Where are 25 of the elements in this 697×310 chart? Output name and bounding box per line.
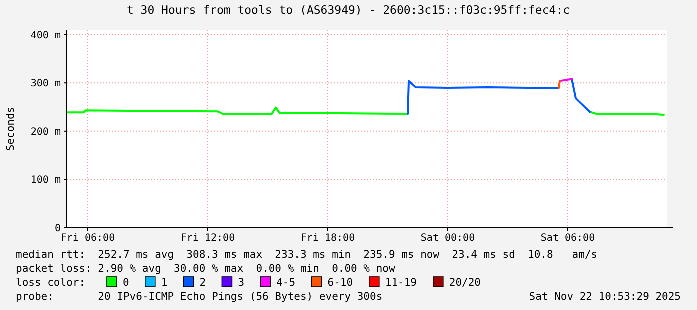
- x-tick-label: Fri 06:00: [60, 233, 116, 244]
- y-tick-label: 400 m: [30, 30, 61, 42]
- text: packet loss: 2.90 % avg 30.00 % max 0.00 % min 0.00 % now: [16, 263, 396, 275]
- y-tick-label: 100 m: [30, 175, 61, 186]
- legend-label: 20/20: [449, 277, 482, 289]
- legend-label: 11-19: [385, 277, 418, 289]
- text: probe: 20 IPv6-ICMP Echo Pings (56 Bytes) every 300s: [16, 291, 383, 303]
- y-axis-title: Seconds: [5, 106, 17, 152]
- y-tick-label: 0: [54, 224, 61, 234]
- text: Sat Nov 22 10:53:29 2025: [529, 291, 681, 303]
- legend-title: loss color:: [16, 277, 86, 289]
- legend-label: 1: [161, 277, 168, 289]
- x-tick-label: Fri 12:00: [180, 233, 236, 244]
- legend-label: 2: [200, 277, 206, 289]
- x-tick-label: Fri 18:00: [300, 233, 356, 244]
- x-tick-label: Sat 00:00: [420, 233, 476, 244]
- chart-title: t 30 Hours from tools to (AS63949) - 2600:3c15::f03c:95ff:fec4:c: [126, 3, 570, 17]
- legend-label: 0: [123, 277, 130, 289]
- legend-label: 6-10: [328, 277, 354, 289]
- y-tick-label: 300 m: [30, 78, 61, 90]
- y-tick-label: 200 m: [30, 126, 61, 138]
- legend-label: 3: [238, 277, 245, 289]
- legend-label: 4-5: [276, 277, 296, 289]
- text: median rtt: 252.7 ms avg 308.3 ms max 233.3 ms min 235.9 ms now 23.4 ms sd 10.8 am/s: [16, 249, 598, 261]
- x-tick-label: Sat 06:00: [540, 233, 596, 244]
